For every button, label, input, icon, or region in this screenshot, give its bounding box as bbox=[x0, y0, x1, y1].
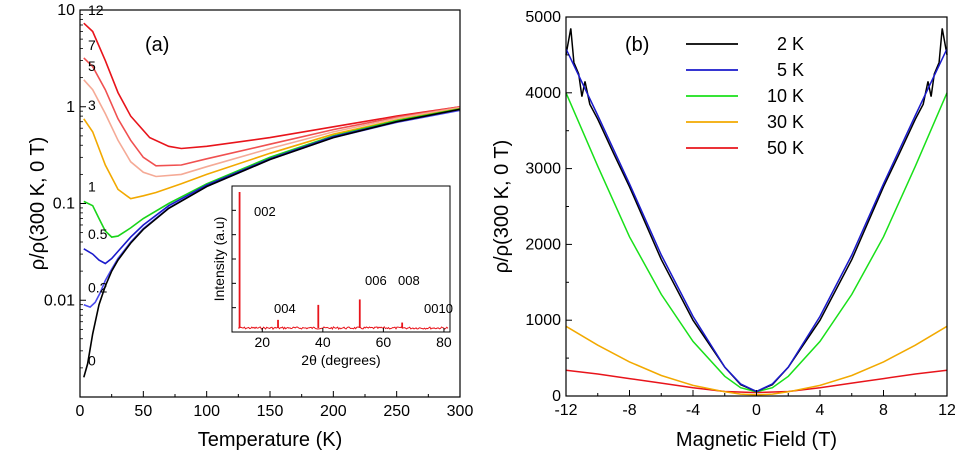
series-line-3 bbox=[83, 107, 461, 200]
series-line-10K bbox=[565, 92, 948, 393]
y-tick-label: 1000 bbox=[525, 312, 561, 329]
curve-label-3: 3 bbox=[88, 97, 96, 113]
curve-label-0.2: 0.2 bbox=[88, 279, 108, 295]
inset-x-tick-label: 60 bbox=[376, 334, 392, 350]
x-axis-label: Magnetic Field (T) bbox=[676, 429, 837, 451]
panel-b: -12 -8 -4 0 4 8 12 0 1000 2000 3000 4000 5000 Magneti… bbox=[491, 9, 955, 451]
series-line-5K bbox=[565, 48, 948, 393]
curve-label-1: 1 bbox=[88, 178, 96, 194]
inset-peak-label: 006 bbox=[365, 273, 387, 288]
inset-peak-label: 002 bbox=[254, 204, 276, 219]
inset-x-tick-label: 40 bbox=[315, 334, 331, 350]
series-line-12 bbox=[83, 22, 461, 150]
x-tick-label: 300 bbox=[447, 403, 474, 420]
y-tick-label: 1 bbox=[66, 99, 75, 116]
y-tick-label: 2000 bbox=[525, 236, 561, 253]
legend-label: 2 K bbox=[777, 34, 804, 54]
legend-label: 30 K bbox=[767, 112, 804, 132]
x-axis-label: Temperature (K) bbox=[198, 429, 343, 451]
curve-label-7: 7 bbox=[88, 37, 96, 53]
x-tick-label: 4 bbox=[816, 402, 825, 419]
y-tick-label: 0.1 bbox=[53, 196, 75, 213]
panel-a: 0 50 100 150 200 250 3000.010.1110Temperature … bbox=[27, 2, 473, 451]
y-tick-label: 4000 bbox=[525, 85, 561, 102]
curve-label-0: 0 bbox=[88, 352, 96, 368]
x-tick-label: 8 bbox=[879, 402, 888, 419]
series-line-1 bbox=[83, 108, 461, 238]
inset-baseline bbox=[238, 326, 449, 330]
series-line-30K bbox=[565, 325, 948, 396]
x-tick-label: -8 bbox=[622, 402, 636, 419]
curve-label-0.5: 0.5 bbox=[88, 226, 108, 242]
x-tick-label: 200 bbox=[320, 403, 347, 420]
inset-peak-label: 008 bbox=[398, 273, 420, 288]
series-line-0.5 bbox=[83, 109, 461, 265]
y-tick-label: 5000 bbox=[525, 9, 561, 26]
series-line-7 bbox=[83, 57, 461, 167]
series-line-5 bbox=[83, 79, 461, 178]
legend-label: 10 K bbox=[767, 86, 804, 106]
x-tick-label: 50 bbox=[134, 403, 152, 420]
legend-label: 5 K bbox=[777, 60, 804, 80]
y-axis-label: ρ/ρ(300 K, 0 T) bbox=[27, 137, 49, 271]
panel-label-a: (a) bbox=[145, 34, 169, 56]
x-tick-label: 0 bbox=[752, 402, 761, 419]
series-line-2K bbox=[565, 28, 948, 393]
panel-label-b: (b) bbox=[625, 34, 649, 56]
inset-y-label: Intensity (a.u) bbox=[211, 217, 227, 302]
y-axis-label: ρ/ρ(300 K, 0 T) bbox=[491, 140, 513, 274]
y-tick-label: 0.01 bbox=[44, 292, 75, 309]
legend-label: 50 K bbox=[767, 138, 804, 158]
x-tick-label: 150 bbox=[257, 403, 284, 420]
inset-x-label: 2θ (degrees) bbox=[301, 352, 380, 368]
x-tick-label: 250 bbox=[383, 403, 410, 420]
plot-frame-b bbox=[565, 16, 948, 397]
x-tick-label: 100 bbox=[193, 403, 220, 420]
x-tick-label: 12 bbox=[938, 402, 955, 419]
y-tick-label: 10 bbox=[57, 2, 75, 19]
y-tick-label: 0 bbox=[552, 388, 561, 405]
inset-x-tick-label: 20 bbox=[254, 334, 270, 350]
series-line-50K bbox=[565, 369, 948, 394]
y-tick-label: 3000 bbox=[525, 161, 561, 178]
inset-x-tick-label: 80 bbox=[436, 334, 452, 350]
inset-peak-label: 004 bbox=[274, 301, 296, 316]
x-tick-label: -12 bbox=[554, 402, 577, 419]
series-line-0 bbox=[83, 108, 461, 378]
inset-peak-label: 0010 bbox=[424, 301, 453, 316]
x-tick-label: -4 bbox=[686, 402, 700, 419]
curve-label-5: 5 bbox=[88, 58, 96, 74]
curve-label-12: 12 bbox=[88, 2, 104, 18]
inset-frame bbox=[231, 185, 451, 333]
x-tick-label: 0 bbox=[76, 403, 85, 420]
